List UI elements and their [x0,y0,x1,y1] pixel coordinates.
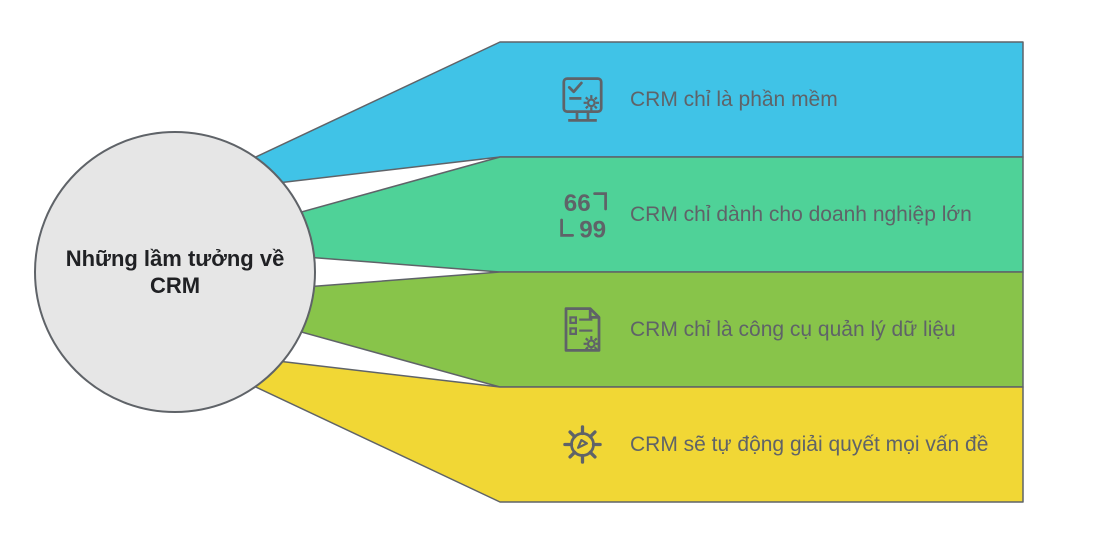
svg-text:99: 99 [579,217,606,242]
data-icon [555,302,610,357]
band-label-enterprise: CRM chỉ dành cho doanh nghiệp lớn [630,187,990,242]
svg-text:66: 66 [564,190,591,217]
band-label-data: CRM chỉ là công cụ quản lý dữ liệu [630,302,990,357]
gear-icon [555,417,610,472]
center-circle: Những lầm tưởng về CRM [34,131,316,413]
band-label-auto: CRM sẽ tự động giải quyết mọi vấn đề [630,417,990,472]
diagram-stage: Những lầm tưởng về CRM CRM chỉ là phần m… [0,0,1093,549]
band-label-software: CRM chỉ là phần mềm [630,72,990,127]
center-circle-label: Những lầm tưởng về CRM [54,245,296,300]
quotes-icon: 66 99 [555,187,610,242]
software-icon [555,72,610,127]
